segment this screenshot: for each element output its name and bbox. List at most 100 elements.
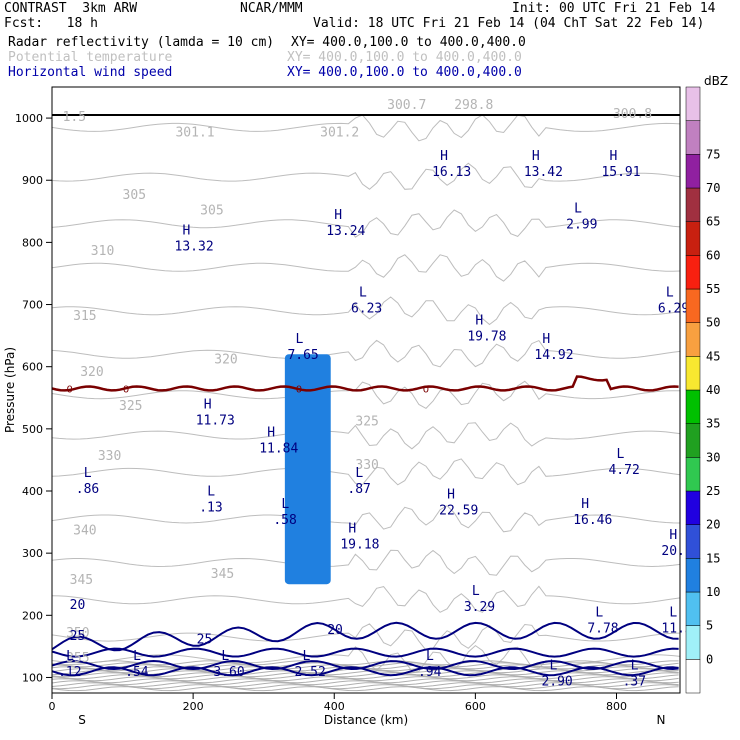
theta-contour-line <box>51 505 681 533</box>
init-time: Init: 00 UTC Fri 21 Feb 14 <box>512 1 716 16</box>
colorbar-tick-label: 70 <box>706 181 720 195</box>
extremum-type-label: L <box>631 658 639 673</box>
theta-contour-line <box>51 458 681 486</box>
field-name-reflectivity: Radar reflectivity (lamda = 10 cm) <box>8 35 275 50</box>
extremum-value-label: 2.90 <box>541 674 572 689</box>
wind-label: 25 <box>197 632 213 647</box>
extremum-type-label: L <box>207 484 215 499</box>
theta-label: 330 <box>98 449 121 464</box>
theta-contour-line <box>51 162 681 190</box>
colorbar-swatch <box>685 490 701 525</box>
extremum-type-label: L <box>355 466 363 481</box>
extremum-type-label: L <box>359 286 367 301</box>
extremum-type-label: L <box>595 606 603 621</box>
extremum-value-label: 16.13 <box>432 165 471 180</box>
extremum-type-label: L <box>302 649 310 664</box>
extremum-type-label: L <box>669 606 677 621</box>
y-tick-label: 500 <box>22 423 43 436</box>
y-tick-label: 1000 <box>15 112 43 125</box>
colorbar-swatch <box>685 356 701 391</box>
x-tick-label: 0 <box>49 700 56 713</box>
wind-contour-line <box>51 621 679 652</box>
org-label: NCAR/MMM <box>240 1 303 16</box>
theta-contour-line <box>51 549 681 576</box>
theta-label: 305 <box>123 188 146 203</box>
theta-label: 298.8 <box>454 98 493 113</box>
extremum-type-label: H <box>440 149 448 164</box>
extremum-type-label: L <box>133 649 141 664</box>
colorbar-tick-label: 35 <box>706 417 720 431</box>
y-tick-label: 200 <box>22 609 43 622</box>
extremum-value-label: 7.65 <box>287 348 318 363</box>
theta-label: 355 <box>66 651 89 666</box>
extremum-value-label: .54 <box>125 665 149 680</box>
extremum-type-label: H <box>204 397 212 412</box>
colorbar-swatch <box>685 221 701 256</box>
extremum-value-label: 11.5 <box>661 622 692 637</box>
extremum-value-label: 3.60 <box>213 665 244 680</box>
colorbar-swatch <box>685 288 701 323</box>
colorbar-tick-label: 45 <box>706 349 720 363</box>
extremum-value-label: 19.18 <box>340 538 379 553</box>
theta-contour-line <box>51 296 681 326</box>
y-tick-label: 900 <box>22 174 43 187</box>
freezing-level-line <box>51 375 679 392</box>
theta-label: 310 <box>91 244 114 259</box>
extremum-value-label: 22.59 <box>439 504 478 519</box>
colorbar-swatch <box>685 659 701 694</box>
theta-contour-line <box>51 672 679 678</box>
extremum-value-label: 2.52 <box>294 665 325 680</box>
theta-label: 1.5 <box>63 110 86 125</box>
extremum-value-label: 2.99 <box>566 218 597 233</box>
extremum-type-label: H <box>542 332 550 347</box>
colorbar-tick-label: 55 <box>706 282 720 296</box>
colorbar-swatch <box>685 389 701 424</box>
extremum-value-label: 20. <box>661 544 684 559</box>
theta-label: 325 <box>119 399 142 414</box>
extremum-value-label: 15.91 <box>601 165 640 180</box>
x-end-label-right: N <box>657 713 666 727</box>
colorbar-swatch <box>685 154 701 189</box>
y-tick-label: 800 <box>22 236 43 249</box>
colorbar-swatch <box>685 524 701 559</box>
colorbar-tick-label: 75 <box>706 147 720 161</box>
extremum-value-label: .12 <box>58 665 81 680</box>
wind-label: 25 <box>70 629 86 644</box>
model-title: CONTRAST 3km ARW <box>4 1 138 16</box>
field-name-potential-temperature: Potential temperature <box>8 50 173 65</box>
colorbar-tick-label: 40 <box>706 383 720 397</box>
colorbar-swatch <box>685 86 701 121</box>
wind-contour-line <box>51 647 679 658</box>
freezing-level-label: 0 <box>66 384 72 395</box>
extremum-type-label: L <box>295 332 303 347</box>
theta-contour-line <box>51 623 681 651</box>
colorbar-tick-label: 50 <box>706 316 720 330</box>
theta-contour-line <box>51 339 681 368</box>
x-tick-label: 200 <box>183 700 204 713</box>
theta-contour-line <box>51 644 681 672</box>
extremum-type-label: H <box>447 488 455 503</box>
extremum-type-label: L <box>549 658 557 673</box>
field-xy-wind-speed: XY= 400.0,100.0 to 400.0,400.0 <box>287 65 522 80</box>
field-xy-potential-temperature: XY= 400.0,100.0 to 400.0,400.0 <box>287 50 522 65</box>
colorbar-swatch <box>685 255 701 290</box>
y-tick-label: 100 <box>22 671 43 684</box>
reflectivity-cell <box>284 354 331 585</box>
extremum-type-label: H <box>609 149 617 164</box>
extremum-value-label: .37 <box>623 674 646 689</box>
extremum-value-label: 19.78 <box>467 330 506 345</box>
plot-frame <box>51 86 681 694</box>
colorbar-swatch <box>685 457 701 492</box>
colorbar-swatch <box>685 625 701 660</box>
theta-contour-line <box>51 380 680 410</box>
wind-contour-line <box>51 666 679 677</box>
extremum-value-label: .86 <box>76 482 99 497</box>
theta-label: 325 <box>355 415 378 430</box>
freezing-level-label: 0 <box>123 384 129 395</box>
colorbar-swatch <box>685 423 701 458</box>
y-tick-label: 600 <box>22 361 43 374</box>
extremum-type-label: L <box>84 466 92 481</box>
theta-label: 300.7 <box>387 98 426 113</box>
extremum-type-label: L <box>426 649 434 664</box>
